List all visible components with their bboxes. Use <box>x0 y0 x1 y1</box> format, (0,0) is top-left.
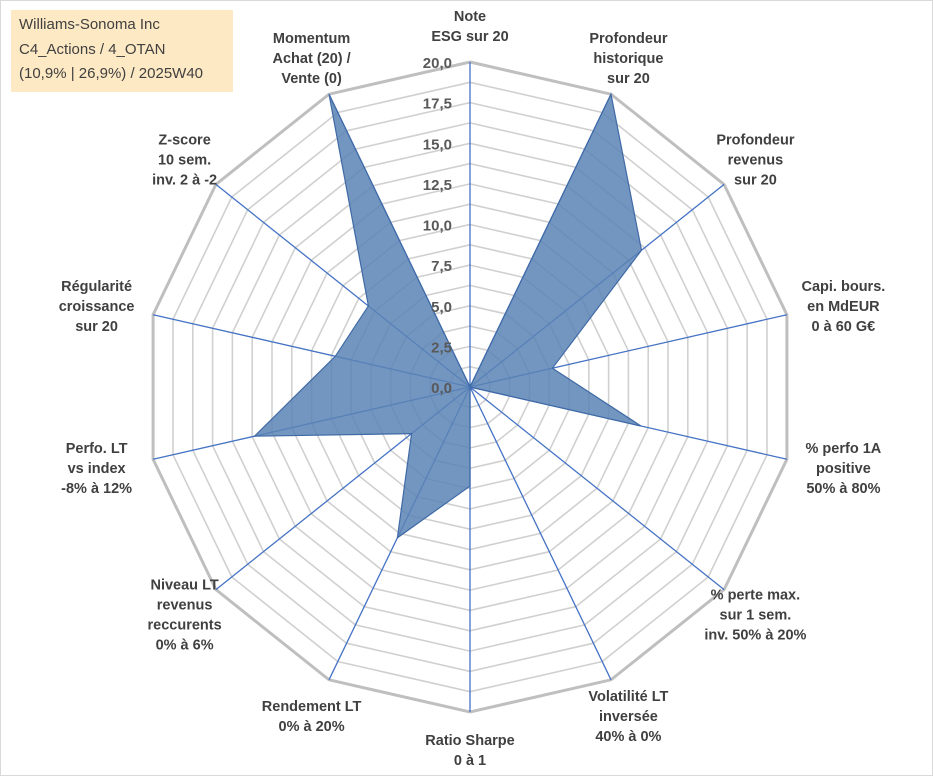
category-label: Volatilité LT inversée 40% à 0% <box>588 689 668 745</box>
category-label: Niveau LT revenus reccurents 0% à 6% <box>148 578 222 654</box>
tick-label: 2,5 <box>431 339 452 356</box>
category-label-line: Régularité <box>61 279 132 295</box>
tick-label: 0,0 <box>431 380 452 397</box>
tick-label: 20,0 <box>423 55 452 72</box>
category-label-line: sur 1 sem. <box>720 608 792 624</box>
tick-label: 10,0 <box>423 218 452 235</box>
category-label-line: vs index <box>68 461 126 477</box>
category-label-line: inversée <box>599 709 658 725</box>
category-label: Profondeur historique sur 20 <box>589 31 667 87</box>
category-label-line: revenus <box>157 598 213 614</box>
category-label-line: Rendement LT <box>262 699 362 715</box>
category-label-line: inv. 50% à 20% <box>704 628 806 644</box>
category-label-line: Perfo. LT <box>66 441 128 457</box>
tick-label: 15,0 <box>423 136 452 153</box>
category-label-line: reccurents <box>148 618 222 634</box>
category-label-line: 0% à 20% <box>279 719 345 735</box>
category-label-line: 50% à 80% <box>806 481 880 497</box>
category-label-line: historique <box>593 51 663 67</box>
category-label-line: sur 20 <box>75 319 118 335</box>
category-label-line: 10 sem. <box>158 152 211 168</box>
category-label-line: sur 20 <box>734 172 777 188</box>
category-label: Profondeur revenus sur 20 <box>716 132 794 188</box>
tick-label: 17,5 <box>423 96 452 113</box>
category-label-line: % perfo 1A <box>806 441 882 457</box>
category-label-line: ESG sur 20 <box>431 29 508 45</box>
category-label-line: inv. 2 à -2 <box>152 172 217 188</box>
category-label-line: -8% à 12% <box>61 481 132 497</box>
category-label: Note ESG sur 20 <box>431 9 508 45</box>
category-label-line: Capi. bours. <box>802 279 886 295</box>
category-label-line: Profondeur <box>589 31 667 47</box>
tick-label: 5,0 <box>431 299 452 316</box>
category-label-line: croissance <box>59 299 135 315</box>
category-label: Ratio Sharpe 0 à 1 <box>425 733 514 769</box>
category-label-line: Vente (0) <box>281 71 342 87</box>
category-label-line: revenus <box>728 152 784 168</box>
category-label-line: Ratio Sharpe <box>425 733 514 749</box>
category-label-line: en MdEUR <box>807 299 880 315</box>
category-label: % perte max. sur 1 sem. inv. 50% à 20% <box>704 588 806 644</box>
tick-label: 12,5 <box>423 177 452 194</box>
category-label-line: Momentum <box>273 31 350 47</box>
axis-spoke <box>470 387 724 590</box>
category-label-line: % perte max. <box>711 588 800 604</box>
category-label-line: 0 à 60 G€ <box>812 319 876 335</box>
category-label: Momentum Achat (20) / Vente (0) <box>273 31 351 87</box>
category-label: Z-score 10 sem. inv. 2 à -2 <box>152 132 217 188</box>
category-label-line: positive <box>816 461 871 477</box>
category-label-line: Z-score <box>158 132 210 148</box>
category-label-line: Volatilité LT <box>588 689 668 705</box>
category-label: Perfo. LT vs index -8% à 12% <box>61 441 132 497</box>
category-label: Capi. bours. en MdEUR 0 à 60 G€ <box>802 279 886 335</box>
category-label-line: Niveau LT <box>150 578 218 594</box>
category-label: Rendement LT 0% à 20% <box>262 699 362 735</box>
category-label: Régularité croissance sur 20 <box>59 279 135 335</box>
axis-spoke <box>470 387 611 680</box>
category-label-line: Profondeur <box>716 132 794 148</box>
category-label: % perfo 1A positive 50% à 80% <box>806 441 882 497</box>
tick-label: 7,5 <box>431 258 452 275</box>
category-label-line: sur 20 <box>607 71 650 87</box>
category-label-line: 0% à 6% <box>156 638 214 654</box>
category-label-line: Note <box>454 9 486 25</box>
category-label-line: 40% à 0% <box>595 729 661 745</box>
category-label-line: 0 à 1 <box>454 753 486 769</box>
category-label-line: Achat (20) / <box>273 51 351 67</box>
